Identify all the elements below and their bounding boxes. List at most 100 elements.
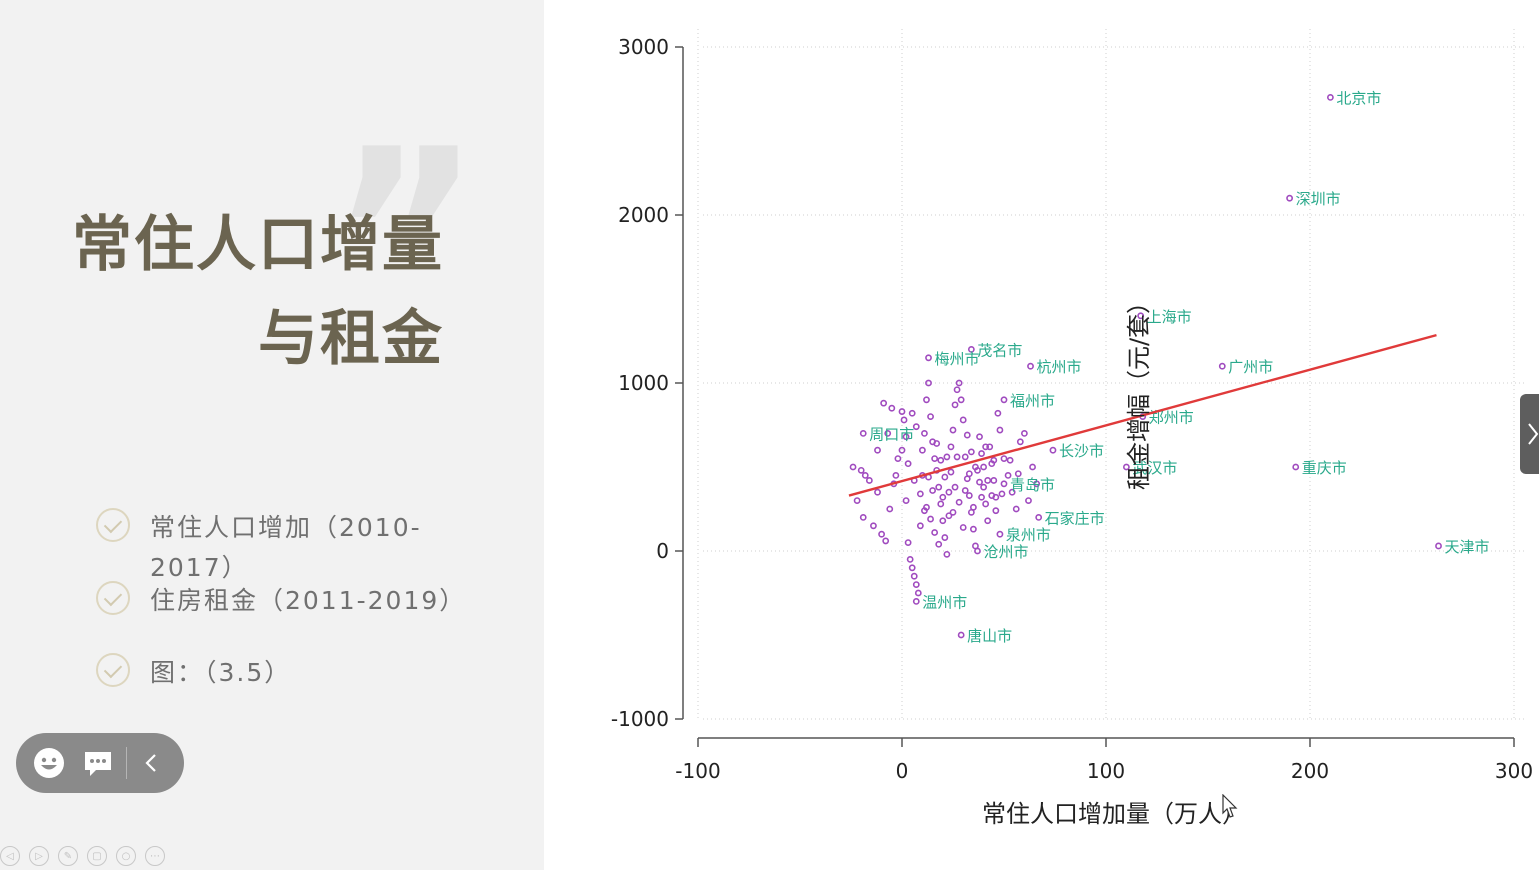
scatter-point — [1025, 497, 1032, 504]
fit-line-group — [848, 333, 1437, 497]
scatter-point — [931, 455, 939, 462]
scatter-point — [939, 493, 947, 501]
scatter-point — [1033, 480, 1041, 488]
next-icon[interactable]: ▷ — [29, 846, 49, 866]
pen-icon[interactable]: ✎ — [58, 846, 78, 866]
scatter-point — [904, 539, 912, 546]
scatter-point — [902, 497, 910, 504]
scatter-point — [984, 477, 992, 484]
scatter-point — [937, 456, 945, 464]
scatter-point — [882, 537, 890, 545]
scatter-point — [982, 443, 990, 451]
point-label: 杭州市 — [1037, 358, 1082, 376]
scatter-point — [910, 572, 918, 580]
scatter-point — [1016, 438, 1024, 446]
scatter-point — [898, 408, 906, 415]
scatter-point — [1020, 429, 1028, 437]
scatter-point — [955, 498, 963, 506]
scatter-point — [906, 556, 914, 563]
side-panel-toggle[interactable] — [1520, 394, 1539, 474]
bullet-item: 住房租金（2011-2019） — [96, 581, 470, 621]
scatter-point — [904, 460, 912, 468]
x-axis-label: 常住人口增加量（万人） — [982, 800, 1246, 828]
scatter-point — [953, 453, 961, 461]
scatter-point — [949, 426, 957, 434]
scatter-point — [947, 443, 955, 451]
scatter-point — [1292, 463, 1300, 471]
scatter-point — [880, 399, 888, 407]
scatter-point — [994, 409, 1002, 417]
x-tick-label: 200 — [1291, 759, 1329, 783]
scatter-point — [1435, 542, 1442, 550]
scatter-point — [886, 505, 894, 513]
slides-icon[interactable]: ▢ — [87, 846, 107, 866]
point-label: 北京市 — [1336, 89, 1381, 107]
check-circle-icon — [96, 508, 130, 542]
y-tick-label: 0 — [656, 539, 669, 563]
scatter-point — [998, 490, 1006, 498]
check-circle-icon — [96, 581, 130, 615]
scatter-point — [957, 396, 965, 404]
scatter-point — [941, 473, 949, 481]
scatter-point — [980, 463, 987, 471]
scatter-point — [874, 488, 881, 496]
scatter-point — [978, 493, 985, 501]
x-tick-label: -100 — [675, 759, 720, 783]
scatter-point — [976, 433, 983, 441]
scatter-point — [1035, 514, 1043, 521]
scatter-point — [898, 446, 906, 454]
chevron-right-icon — [1528, 423, 1539, 445]
point-label: 福州市 — [1010, 392, 1055, 410]
slide-title-line1: 常住人口增量 — [72, 210, 444, 280]
point-label: 深圳市 — [1296, 190, 1341, 208]
scatter-point — [982, 500, 990, 508]
smiley-icon[interactable] — [33, 747, 65, 779]
slide-title-line2: 与租金 — [258, 304, 444, 374]
scatter-point — [965, 492, 973, 499]
scatter-point — [859, 514, 867, 521]
scatter-point — [951, 483, 959, 491]
scatter-point — [953, 386, 961, 394]
scatter-point — [969, 525, 977, 533]
scatter-point — [929, 487, 936, 494]
quote-mark: ” — [330, 101, 482, 368]
comment-icon[interactable] — [82, 747, 114, 779]
point-label: 重庆市 — [1302, 459, 1347, 477]
scatter-point — [870, 522, 877, 530]
mouse-cursor-icon — [1222, 794, 1238, 818]
scatter-point — [916, 490, 924, 498]
point-label: 石家庄市 — [1045, 509, 1105, 527]
x-tick-label: 0 — [896, 759, 909, 783]
scatter-point — [965, 470, 973, 478]
zoom-icon[interactable]: ○ — [116, 846, 136, 866]
fit-line — [848, 333, 1437, 497]
scatter-point — [967, 448, 975, 456]
chevron-left-icon[interactable] — [136, 747, 168, 779]
more-icon[interactable]: ⋯ — [145, 846, 165, 866]
y-tick-label: 2000 — [618, 203, 669, 227]
scatter-point — [984, 517, 992, 525]
point-label: 温州市 — [922, 593, 967, 611]
scatter-point — [1004, 471, 1012, 479]
scatter-point — [959, 524, 967, 531]
previous-icon[interactable]: ◁ — [0, 846, 20, 866]
scatter-point — [1137, 312, 1145, 320]
scatter-point — [961, 487, 969, 494]
scatter-point — [1008, 488, 1016, 496]
scatter-point — [996, 426, 1004, 434]
scatter-point — [957, 631, 965, 639]
scatter-point — [908, 409, 916, 417]
point-label: 周口市 — [869, 425, 914, 443]
scatter-point — [1000, 480, 1008, 488]
scatter-point — [1218, 362, 1226, 370]
scatter-point — [931, 529, 939, 536]
check-circle-icon — [96, 653, 130, 687]
scatter-point — [894, 455, 902, 462]
bullet-text: 常住人口增加（2010-2017） — [150, 513, 422, 582]
point-label: 郑州市 — [1149, 409, 1194, 427]
point-label: 泉州市 — [1006, 526, 1051, 544]
scatter-point — [969, 503, 977, 511]
scatter-point — [927, 413, 934, 420]
